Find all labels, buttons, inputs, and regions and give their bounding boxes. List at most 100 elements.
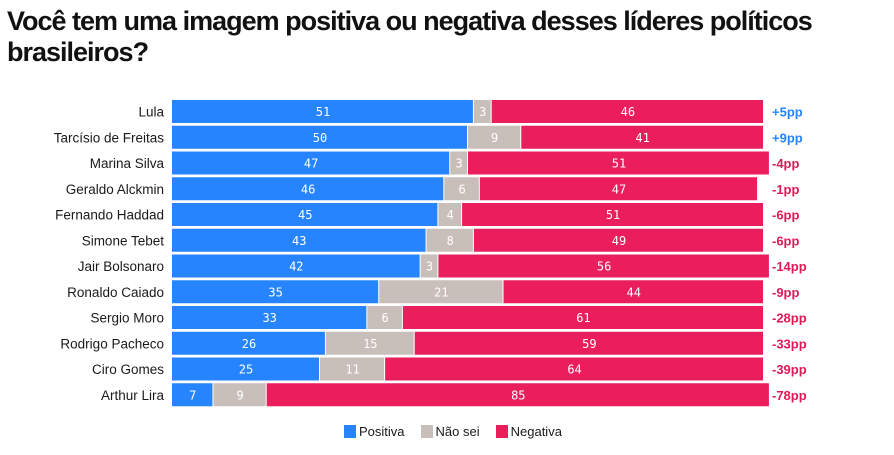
data-label-nao-sei: 11 [345, 363, 359, 377]
data-label-positiva: 47 [304, 157, 318, 171]
data-label-negativa: 59 [582, 337, 596, 351]
bar-segment-negativa [402, 306, 763, 329]
bar-segment-negativa [521, 125, 763, 149]
net-difference-label: -9pp [772, 285, 800, 300]
data-label-positiva: 25 [239, 363, 253, 377]
net-difference-label: -1pp [772, 182, 800, 197]
net-difference-label: -78pp [772, 388, 807, 403]
bar-segment-negativa [462, 203, 763, 226]
bar-segment-negativa [468, 151, 769, 175]
data-label-negativa: 51 [612, 157, 626, 171]
bar-row: Sergio Moro 33 6 61 -28pp [90, 306, 807, 329]
net-difference-label: -28pp [772, 311, 807, 326]
data-label-nao-sei: 9 [236, 388, 243, 402]
bar-row: Rodrigo Pacheco 26 15 59 -33pp [60, 331, 807, 355]
category-label: Rodrigo Pacheco [60, 336, 164, 351]
bar-segment-positiva [172, 357, 319, 381]
bar-segment-negativa [266, 383, 769, 407]
bar-segment-nao-sei [450, 151, 467, 175]
bar-segment-nao-sei [444, 177, 479, 201]
data-label-negativa: 49 [612, 234, 626, 248]
bar-segment-positiva [172, 177, 444, 201]
bar-segment-nao-sei [438, 203, 462, 226]
bar-segment-nao-sei [426, 228, 473, 252]
bar-segment-negativa [438, 254, 769, 278]
bar-segment-positiva [172, 125, 467, 149]
category-label: Jair Bolsonaro [78, 259, 164, 274]
data-label-nao-sei: 3 [479, 105, 486, 119]
bar-segment-negativa [479, 177, 758, 201]
data-label-nao-sei: 4 [447, 208, 454, 222]
data-label-positiva: 35 [268, 285, 282, 299]
bar-segment-negativa [503, 280, 763, 304]
net-difference-label: -33pp [772, 336, 807, 351]
category-label: Marina Silva [90, 156, 165, 171]
category-label: Lula [138, 105, 164, 120]
data-label-positiva: 7 [189, 388, 196, 402]
bar-segment-negativa [414, 331, 763, 355]
bar-segment-positiva [172, 254, 420, 278]
data-label-positiva: 26 [242, 337, 256, 351]
legend-label-nao-sei: Não sei [435, 424, 480, 439]
data-label-negativa: 85 [511, 388, 525, 402]
bar-segment-nao-sei [420, 254, 438, 278]
net-difference-label: -4pp [772, 156, 800, 171]
category-label: Geraldo Alckmin [66, 182, 164, 197]
bar-segment-nao-sei [473, 100, 491, 123]
legend-label-negativa: Negativa [510, 424, 562, 439]
data-label-nao-sei: 6 [458, 182, 465, 196]
legend-label-positiva: Positiva [359, 424, 405, 439]
data-label-negativa: 47 [612, 182, 626, 196]
legend-swatch-negativa [495, 425, 508, 438]
net-difference-label: +9pp [772, 130, 803, 145]
data-label-nao-sei: 8 [447, 234, 454, 248]
data-label-nao-sei: 9 [491, 131, 498, 145]
bar-row: Simone Tebet 43 8 49 -6pp [82, 228, 800, 252]
bar-row: Jair Bolsonaro 42 3 56 -14pp [78, 254, 807, 278]
net-difference-label: -6pp [772, 233, 800, 248]
data-label-positiva: 50 [313, 131, 327, 145]
data-label-positiva: 43 [292, 234, 306, 248]
bar-segment-positiva [172, 383, 213, 407]
data-label-negativa: 44 [627, 285, 641, 299]
legend-item-negativa: Negativa [495, 424, 562, 439]
net-difference-label: -6pp [772, 208, 800, 223]
data-label-nao-sei: 3 [456, 157, 463, 171]
category-label: Arthur Lira [101, 388, 165, 403]
bar-row: Ronaldo Caiado 35 21 44 -9pp [67, 280, 800, 304]
bar-row: Marina Silva 47 3 51 -4pp [90, 151, 800, 175]
legend-item-nao-sei: Não sei [420, 424, 480, 439]
data-label-negativa: 64 [567, 363, 581, 377]
bar-segment-negativa [473, 228, 763, 252]
bar-segment-positiva [172, 228, 426, 252]
bar-segment-nao-sei [325, 331, 414, 355]
bar-segment-positiva [172, 100, 473, 123]
bar-segment-positiva [172, 151, 450, 175]
category-label: Tarcísio de Freitas [54, 130, 165, 145]
data-label-negativa: 51 [606, 208, 620, 222]
data-label-negativa: 41 [635, 131, 649, 145]
bar-row: Geraldo Alckmin 46 6 47 -1pp [66, 177, 800, 201]
bar-segment-positiva [172, 306, 367, 329]
category-label: Sergio Moro [90, 311, 164, 326]
data-label-positiva: 51 [316, 105, 330, 119]
data-label-negativa: 46 [621, 105, 635, 119]
legend-item-positiva: Positiva [344, 424, 405, 439]
legend: Positiva Não sei Negativa [344, 424, 562, 439]
data-label-nao-sei: 15 [363, 337, 377, 351]
legend-swatch-positiva [344, 425, 356, 438]
data-label-negativa: 61 [576, 311, 590, 325]
bar-segment-nao-sei [379, 280, 503, 304]
bar-segment-nao-sei [213, 383, 266, 407]
bar-row: Arthur Lira 7 9 85 -78pp [101, 383, 807, 407]
bar-segment-nao-sei [367, 306, 402, 329]
net-difference-label: +5pp [772, 105, 803, 120]
bar-segment-positiva [172, 280, 379, 304]
bar-segment-negativa [491, 100, 763, 123]
bar-row: Fernando Haddad 45 4 51 -6pp [55, 203, 800, 226]
data-label-positiva: 33 [262, 311, 276, 325]
legend-swatch-nao-sei [420, 425, 433, 438]
category-label: Ronaldo Caiado [67, 285, 164, 300]
bar-row: Ciro Gomes 25 11 64 -39pp [92, 357, 807, 381]
stacked-bar-chart: Lula 51 3 46 +5pp Tarcísio de Freitas 50 9 41 +9p… [54, 100, 807, 407]
